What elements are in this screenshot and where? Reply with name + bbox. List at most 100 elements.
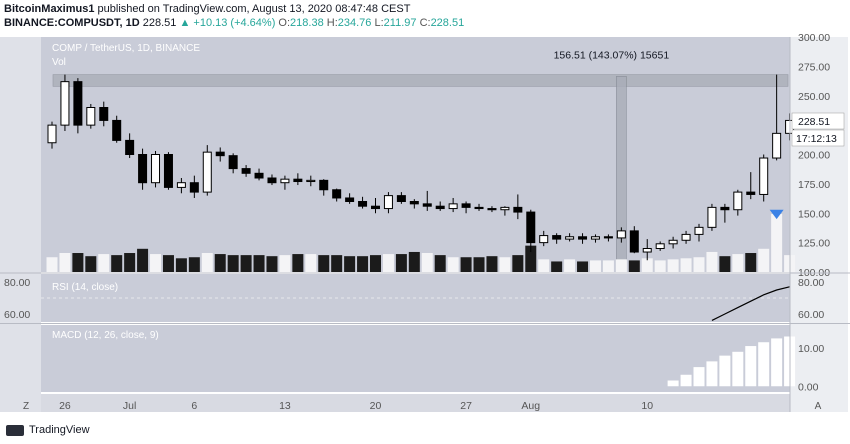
candle-body [552, 235, 562, 240]
volume-bar [641, 258, 653, 272]
volume-bar [512, 255, 524, 272]
candle-body [681, 233, 691, 241]
candle [409, 199, 419, 209]
footer: TradingView [6, 424, 90, 436]
candle [345, 193, 355, 204]
candle-body [435, 205, 445, 210]
candle-body [293, 178, 303, 183]
open-label: O: [278, 17, 291, 29]
candle-body [241, 168, 251, 174]
volume-bar [771, 214, 783, 272]
volume-bar [395, 254, 407, 272]
auto-scale-button[interactable]: A [815, 401, 822, 412]
resistance-zone [52, 74, 789, 87]
brand-name[interactable]: TradingView [29, 424, 90, 436]
volume-bar [85, 256, 97, 272]
candle [293, 173, 303, 186]
candle-body [267, 177, 277, 184]
rsi-label: RSI (14, close) [52, 282, 118, 293]
volume-bar [188, 257, 200, 272]
volume-bar [408, 251, 420, 272]
candle-body [513, 206, 523, 213]
price-axis [790, 37, 848, 412]
candle [629, 226, 639, 254]
volume-bar [175, 258, 187, 272]
volume-bar [447, 257, 459, 272]
candle-body [112, 119, 122, 141]
candle [151, 150, 161, 188]
candle [332, 188, 342, 202]
candle-body [47, 124, 57, 144]
time-tick-label: 6 [191, 400, 197, 412]
candle [590, 234, 600, 243]
volume-bar [577, 261, 589, 272]
candle-body [86, 107, 96, 126]
candle-body [138, 154, 148, 184]
volume-bar [46, 257, 58, 272]
author-name[interactable]: BitcoinMaximus1 [4, 3, 95, 15]
macd-histogram-bar [771, 338, 783, 387]
volume-bar [499, 257, 511, 272]
symbol-line: BINANCE:COMPUSDT, 1D 228.51 ▲ +10.13 (+4… [4, 16, 464, 30]
candle-body [448, 203, 458, 210]
candle [60, 74, 70, 131]
volume-bar [305, 254, 317, 272]
candle-body [228, 155, 238, 170]
candle [306, 175, 316, 187]
volume-bar [137, 248, 149, 272]
price-change: ▲ +10.13 (+4.64%) [179, 17, 276, 29]
time-tick-label: 13 [279, 400, 291, 412]
tradingview-logo-icon [6, 424, 24, 436]
price-tick-label: 150.00 [798, 208, 830, 220]
candle-body [772, 132, 782, 159]
close-value: 228.51 [430, 17, 465, 29]
price-tick-label: 250.00 [798, 91, 830, 103]
volume-bar [344, 256, 356, 272]
volume-bar [486, 256, 498, 272]
time-axis-zoom-button[interactable]: Z [23, 401, 29, 412]
price-chart[interactable]: 156.51 (143.07%) 15651 COMP / TetherUS, 1… [0, 0, 850, 420]
price-tick-label: 275.00 [798, 61, 830, 73]
macd-histogram-bar [667, 380, 679, 387]
candle [176, 178, 186, 194]
candle-body [578, 236, 588, 240]
close-label: C: [419, 17, 431, 29]
candle [526, 209, 536, 253]
open-value: 218.38 [290, 17, 324, 29]
volume-bar [72, 253, 84, 272]
time-tick-label: 27 [460, 400, 472, 412]
candle-body [539, 235, 549, 244]
macd-histogram-bar [719, 355, 731, 387]
candle [319, 179, 329, 196]
candle-body [99, 107, 109, 121]
left-gutter [0, 37, 41, 412]
countdown-box [791, 129, 845, 147]
candle [280, 175, 290, 190]
candle-body [668, 239, 678, 245]
candle-body [720, 206, 730, 211]
candle-body [707, 206, 717, 228]
volume-bar [59, 253, 71, 272]
volume-bar [370, 255, 381, 272]
rsi-tick-label: 60.00 [798, 309, 824, 321]
candle-body [629, 230, 639, 253]
candle [47, 121, 57, 149]
candle-body [371, 205, 380, 210]
candle-body [422, 203, 432, 207]
time-axis [41, 394, 790, 412]
candle-body [461, 203, 471, 208]
candle [487, 206, 497, 213]
candle-body [487, 208, 497, 211]
macd-histogram-bar [680, 374, 692, 387]
volume-bar [111, 255, 123, 272]
time-tick-label: Jul [123, 400, 136, 412]
candle-body [332, 189, 342, 199]
volume-bar [732, 254, 744, 272]
rsi-line [711, 286, 790, 321]
candle [539, 230, 549, 247]
candle [513, 194, 523, 220]
candle [358, 196, 368, 209]
candle-body [526, 211, 536, 244]
candle [422, 190, 432, 211]
candle [138, 148, 148, 190]
